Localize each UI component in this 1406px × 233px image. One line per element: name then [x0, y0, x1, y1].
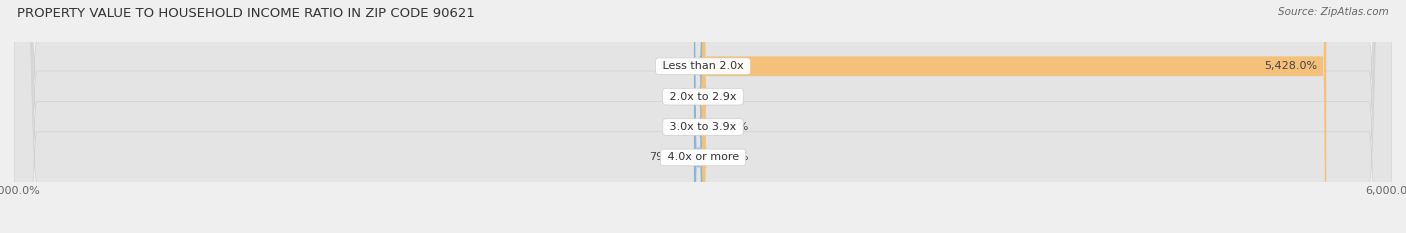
FancyBboxPatch shape [700, 0, 706, 233]
Text: 8.5%: 8.5% [713, 92, 741, 102]
Text: 5,428.0%: 5,428.0% [1264, 61, 1317, 71]
Text: 5.9%: 5.9% [665, 122, 693, 132]
FancyBboxPatch shape [702, 0, 706, 233]
Text: 4.0x or more: 4.0x or more [664, 152, 742, 162]
Text: PROPERTY VALUE TO HOUSEHOLD INCOME RATIO IN ZIP CODE 90621: PROPERTY VALUE TO HOUSEHOLD INCOME RATIO… [17, 7, 475, 20]
Text: 17.8%: 17.8% [714, 152, 749, 162]
FancyBboxPatch shape [695, 0, 703, 233]
Text: 3.3%: 3.3% [665, 92, 693, 102]
FancyBboxPatch shape [14, 0, 1392, 233]
Text: Source: ZipAtlas.com: Source: ZipAtlas.com [1278, 7, 1389, 17]
FancyBboxPatch shape [700, 0, 706, 233]
Text: 2.0x to 2.9x: 2.0x to 2.9x [666, 92, 740, 102]
Text: 15.2%: 15.2% [714, 122, 749, 132]
Text: 3.0x to 3.9x: 3.0x to 3.9x [666, 122, 740, 132]
Text: Less than 2.0x: Less than 2.0x [659, 61, 747, 71]
FancyBboxPatch shape [700, 0, 706, 233]
FancyBboxPatch shape [702, 0, 706, 233]
FancyBboxPatch shape [703, 0, 1326, 233]
FancyBboxPatch shape [700, 0, 706, 233]
Text: 79.2%: 79.2% [650, 152, 685, 162]
FancyBboxPatch shape [14, 0, 1392, 233]
Text: 10.0%: 10.0% [658, 61, 693, 71]
FancyBboxPatch shape [14, 0, 1392, 233]
FancyBboxPatch shape [14, 0, 1392, 233]
